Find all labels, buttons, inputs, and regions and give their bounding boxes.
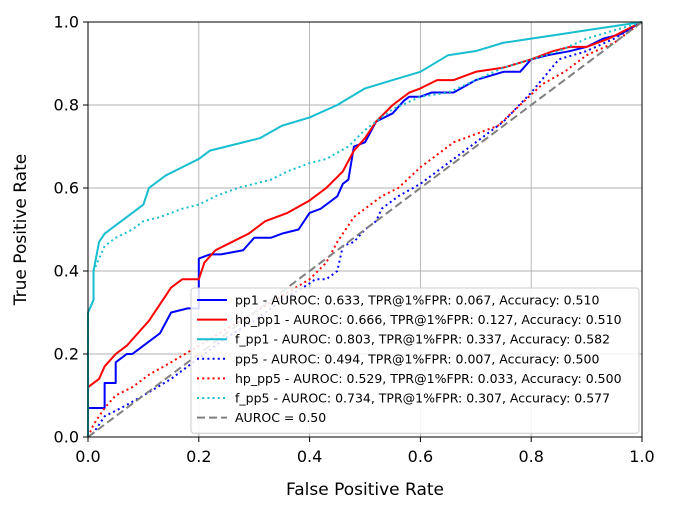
legend-entry-label: f_pp1 - AUROC: 0.803, TPR@1%FPR: 0.337, … bbox=[235, 332, 610, 347]
legend-entry-label: hp_pp5 - AUROC: 0.529, TPR@1%FPR: 0.033,… bbox=[235, 371, 622, 386]
legend: pp1 - AUROC: 0.633, TPR@1%FPR: 0.067, Ac… bbox=[190, 287, 640, 434]
y-tick-label: 0.4 bbox=[54, 262, 79, 281]
legend-entry-label: AUROC = 0.50 bbox=[235, 410, 326, 425]
y-tick-label: 0.8 bbox=[54, 96, 79, 115]
series-lines bbox=[87, 21, 643, 438]
y-tick-label: 0.0 bbox=[54, 428, 79, 447]
x-tick-label: 0.4 bbox=[297, 447, 322, 466]
legend-box bbox=[190, 287, 640, 434]
x-axis-label: False Positive Rate bbox=[286, 480, 444, 500]
legend-entry-label: f_pp5 - AUROC: 0.734, TPR@1%FPR: 0.307, … bbox=[235, 391, 610, 406]
y-tick-label: 1.0 bbox=[54, 13, 79, 32]
legend-entry-label: pp5 - AUROC: 0.494, TPR@1%FPR: 0.007, Ac… bbox=[235, 351, 599, 366]
x-tick-label: 0.6 bbox=[408, 447, 433, 466]
y-tick-label: 0.2 bbox=[54, 345, 79, 364]
x-tick-label: 1.0 bbox=[629, 447, 654, 466]
series-line-auroc-0-50 bbox=[87, 21, 643, 438]
x-tick-label: 0.8 bbox=[518, 447, 543, 466]
x-tick-label: 0.0 bbox=[75, 447, 100, 466]
legend-entry-label: hp_pp1 - AUROC: 0.666, TPR@1%FPR: 0.127,… bbox=[235, 312, 622, 327]
y-axis-label: True Positive Rate bbox=[11, 154, 31, 306]
axis-ticks: 0.0 0.2 0.4 0.6 0.8 1.0 0.0 0.2 0.4 0.6 0.8 1.0 bbox=[54, 13, 655, 467]
series-line-pp1 bbox=[87, 21, 643, 437]
plot-frame bbox=[87, 21, 643, 438]
y-tick-label: 0.6 bbox=[54, 179, 79, 198]
x-tick-label: 0.2 bbox=[186, 447, 211, 466]
legend-entry-label: pp1 - AUROC: 0.633, TPR@1%FPR: 0.067, Ac… bbox=[235, 293, 599, 308]
series-line-f-pp1 bbox=[87, 21, 643, 437]
